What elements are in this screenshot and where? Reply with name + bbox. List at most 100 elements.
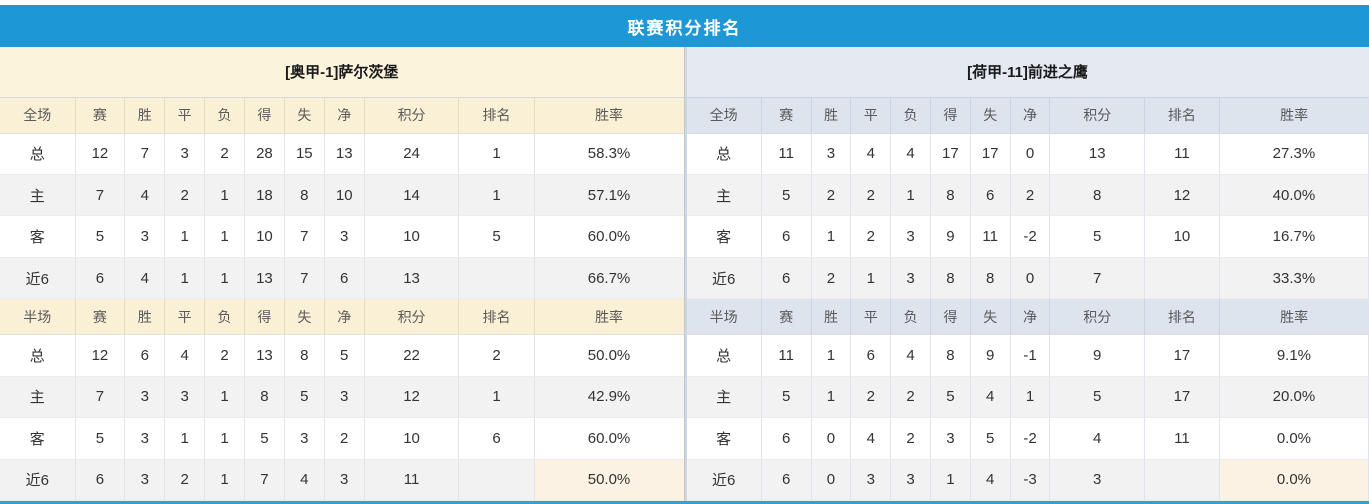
stat-cell: 3 (164, 133, 206, 175)
stat-cell: 6 (75, 459, 126, 501)
stat-cell: 10 (324, 174, 365, 217)
stat-cell: 3 (324, 376, 365, 419)
col-games: 赛 (761, 298, 812, 336)
row-total: 总 11 1 6 4 8 9 -1 9 17 9.1% (686, 334, 1369, 377)
stat-cell: 2 (204, 133, 245, 175)
col-points: 积分 (364, 298, 460, 336)
col-goal-diff: 净 (1010, 298, 1051, 336)
stat-cell: -3 (1010, 459, 1051, 501)
stat-cell: 3 (890, 215, 931, 258)
stat-cell: 8 (284, 334, 325, 377)
winrate-cell: 20.0% (1219, 376, 1369, 419)
stat-cell: 3 (124, 215, 166, 258)
stat-cell: 1 (164, 215, 206, 258)
winrate-cell: 42.9% (534, 376, 684, 419)
row-label: 主 (0, 174, 76, 217)
stat-cell: 7 (284, 257, 325, 300)
scope-label: 全场 (0, 96, 76, 134)
col-rank: 排名 (458, 298, 535, 336)
rank-cell: 17 (1144, 376, 1220, 419)
stat-cell: 6 (761, 459, 812, 501)
stat-cell: 0 (1010, 133, 1051, 175)
points-cell: 11 (364, 459, 460, 501)
row-label: 近6 (686, 459, 762, 501)
winrate-cell: 66.7% (534, 257, 684, 300)
col-points: 积分 (1049, 96, 1145, 134)
stat-cell: 5 (284, 376, 325, 419)
stat-cell: 3 (930, 417, 971, 460)
stat-cell: 5 (761, 376, 812, 419)
points-cell: 12 (364, 376, 460, 419)
stat-cell: 1 (204, 417, 245, 460)
stat-cell: 2 (890, 417, 931, 460)
col-wins: 胜 (811, 298, 852, 336)
rank-cell (458, 459, 535, 501)
col-rank: 排名 (458, 96, 535, 134)
col-winrate: 胜率 (1219, 96, 1369, 134)
stat-cell: 3 (124, 417, 166, 460)
row-total: 总 11 3 4 4 17 17 0 13 11 27.3% (686, 133, 1369, 175)
points-cell: 10 (364, 215, 460, 258)
col-goals-for: 得 (244, 298, 285, 336)
stat-cell: 2 (1010, 174, 1051, 217)
left-full-header-row: 全场 赛 胜 平 负 得 失 净 积分 排名 胜率 (0, 96, 684, 134)
row-home: 主 7 3 3 1 8 5 3 12 1 42.9% (0, 376, 684, 419)
rank-cell: 6 (458, 417, 535, 460)
points-cell: 13 (364, 257, 460, 300)
stat-cell: 2 (164, 174, 206, 217)
stat-cell: 0 (811, 417, 852, 460)
rank-cell (1144, 257, 1220, 300)
col-games: 赛 (761, 96, 812, 134)
stat-cell: 3 (850, 459, 892, 501)
stat-cell: 13 (324, 133, 365, 175)
left-team-name: [奥甲-1]萨尔茨堡 (0, 47, 684, 97)
winrate-cell: 57.1% (534, 174, 684, 217)
rank-cell: 2 (458, 334, 535, 377)
stat-cell: 6 (970, 174, 1011, 217)
col-goals-for: 得 (930, 96, 971, 134)
col-losses: 负 (204, 298, 245, 336)
stat-cell: 7 (75, 376, 126, 419)
col-goals-for: 得 (930, 298, 971, 336)
stat-cell: 4 (164, 334, 206, 377)
col-goals-against: 失 (970, 96, 1011, 134)
stat-cell: 8 (970, 257, 1011, 300)
row-total: 总 12 7 3 2 28 15 13 24 1 58.3% (0, 133, 684, 175)
row-label: 主 (686, 174, 762, 217)
col-winrate: 胜率 (534, 96, 684, 134)
col-goal-diff: 净 (1010, 96, 1051, 134)
winrate-cell: 60.0% (534, 417, 684, 460)
stat-cell: 4 (284, 459, 325, 501)
stat-cell: 5 (75, 417, 126, 460)
stat-cell: 10 (244, 215, 285, 258)
col-losses: 负 (890, 96, 931, 134)
rank-cell: 17 (1144, 334, 1220, 377)
winrate-cell: 0.0% (1219, 417, 1369, 460)
points-cell: 8 (1049, 174, 1145, 217)
stat-cell: 3 (811, 133, 852, 175)
stat-cell: 5 (324, 334, 365, 377)
points-cell: 4 (1049, 417, 1145, 460)
stat-cell: 9 (930, 215, 971, 258)
col-points: 积分 (1049, 298, 1145, 336)
stat-cell: 7 (244, 459, 285, 501)
stat-cell: 0 (811, 459, 852, 501)
points-cell: 24 (364, 133, 460, 175)
stat-cell: 6 (761, 417, 812, 460)
rank-cell (458, 257, 535, 300)
row-label: 客 (0, 215, 76, 258)
stat-cell: 3 (124, 459, 166, 501)
stat-cell: 0 (1010, 257, 1051, 300)
winrate-cell: 40.0% (1219, 174, 1369, 217)
col-rank: 排名 (1144, 298, 1220, 336)
stat-cell: 6 (761, 257, 812, 300)
standings-tables: [奥甲-1]萨尔茨堡 全场 赛 胜 平 负 得 失 净 积分 排名 胜率 总 (0, 47, 1369, 501)
stat-cell: 1 (811, 334, 852, 377)
stat-cell: -2 (1010, 215, 1051, 258)
stat-cell: 2 (204, 334, 245, 377)
stat-cell: 1 (850, 257, 892, 300)
stat-cell: 1 (930, 459, 971, 501)
winrate-cell: 33.3% (1219, 257, 1369, 300)
row-last6: 近6 6 0 3 3 1 4 -3 3 0.0% (686, 459, 1369, 501)
winrate-cell: 50.0% (534, 334, 684, 377)
